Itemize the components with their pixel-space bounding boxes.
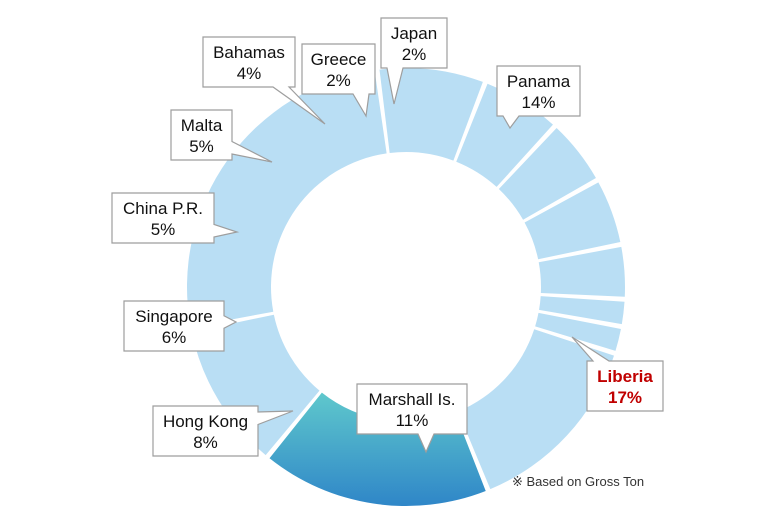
callout-liberia: Liberia 17% [571,336,664,412]
callout-hong-kong: Hong Kong 8% [152,405,294,457]
slice-value-label: 17% [608,388,642,407]
slice-label: Marshall Is. [369,390,456,409]
callout-box [571,336,664,412]
callout-singapore: Singapore 6% [123,300,238,352]
slice-value-label: 8% [193,433,218,452]
slice-label: China P.R. [123,199,203,218]
slice-china-p-r [498,128,596,220]
callout-box [356,383,468,454]
slice-label: Liberia [597,367,653,386]
slice-label: Malta [181,116,223,135]
slice-label: Greece [311,50,367,69]
slice-label: Singapore [135,307,213,326]
callouts-layer: Liberia 17% Marshall Is. 11% Hong Kong 8% Sing… [111,17,664,457]
slice-value-label: 11% [396,411,429,430]
slice-value-label: 14% [521,93,555,112]
slice-label: Hong Kong [163,412,248,431]
callout-box [496,65,581,130]
callout-marshall-is: Marshall Is. 11% [356,383,468,454]
slice-value-label: 2% [326,71,351,90]
callout-panama: Panama 14% [496,65,581,130]
slice-greece [539,296,625,325]
callout-box [152,405,294,457]
callout-china-p-r: China P.R. 5% [111,192,240,244]
callout-box [380,17,448,105]
slice-japan [535,312,621,351]
slice-hong-kong [379,68,483,161]
callout-box [111,192,240,244]
slice-panama [457,329,614,490]
slice-value-label: 2% [402,45,427,64]
slice-value-label: 4% [237,64,262,83]
callout-box [170,109,273,163]
slice-value-label: 6% [162,328,187,347]
callout-japan: Japan 2% [380,17,448,105]
slice-bahamas [538,246,625,297]
callout-box [301,43,376,118]
callout-greece: Greece 2% [301,43,376,118]
slice-value-label: 5% [189,137,214,156]
slice-value-label: 5% [151,220,176,239]
callout-box [123,300,238,352]
slice-unlabeled-2 [187,70,387,328]
slice-label: Bahamas [213,43,285,62]
slice-malta [524,182,621,260]
callout-malta: Malta 5% [170,109,273,163]
callout-bahamas: Bahamas 4% [202,36,326,125]
footnote: ※ Based on Gross Ton [512,474,645,489]
slice-label: Panama [507,72,571,91]
slice-label: Japan [391,24,437,43]
callout-box [202,36,326,125]
